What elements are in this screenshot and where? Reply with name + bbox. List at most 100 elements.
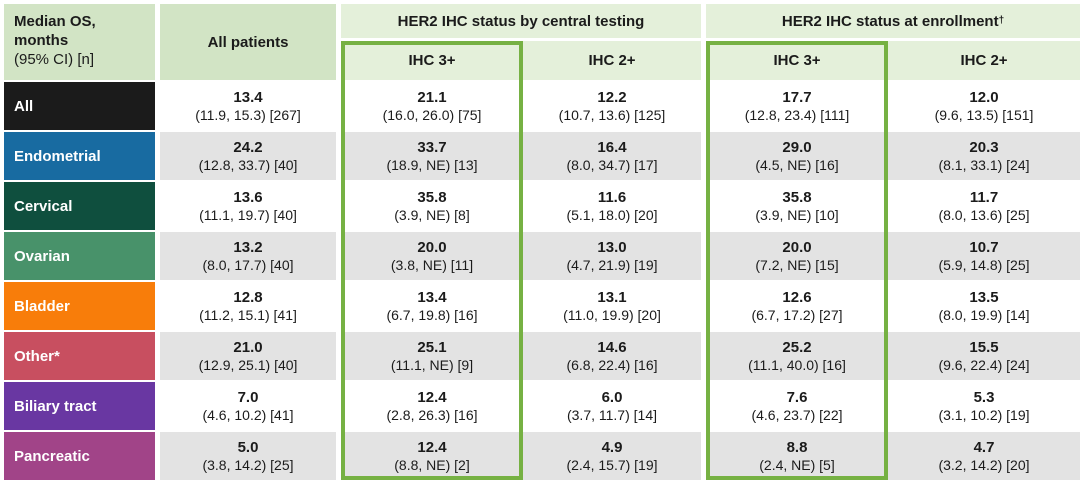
os-cell-enrollment-ihc3: 8.8 (2.4, NE) [5] [706, 432, 888, 480]
ci-n-value: (3.1, 10.2) [19] [938, 406, 1030, 423]
os-cell-central-ihc3: 20.0 (3.8, NE) [11] [341, 232, 523, 280]
median-value: 35.8 [782, 188, 812, 206]
ci-n-value: (12.8, 33.7) [40] [198, 156, 298, 173]
ci-n-value: (6.7, 17.2) [27] [751, 306, 843, 323]
ci-n-value: (8.1, 33.1) [24] [938, 156, 1030, 173]
row-label-text: Ovarian [14, 247, 70, 265]
ci-n-value: (9.6, 13.5) [151] [934, 106, 1034, 123]
median-value: 25.1 [417, 338, 447, 356]
column-header-enrollment-ihc3: IHC 3+ [706, 41, 888, 80]
os-cell-enrollment-ihc3: 20.0 (7.2, NE) [15] [706, 232, 888, 280]
os-cell-all-patients: 5.0 (3.8, 14.2) [25] [160, 432, 336, 480]
ci-n-value: (3.7, 11.7) [14] [566, 406, 657, 423]
corner-title-line1: Median OS, [14, 13, 96, 30]
row-label-text: Pancreatic [14, 447, 90, 465]
median-value: 6.0 [601, 388, 623, 406]
median-value: 15.5 [969, 338, 999, 356]
median-value: 12.8 [233, 288, 263, 306]
median-value: 7.0 [237, 388, 259, 406]
ci-n-value: (18.9, NE) [13] [386, 156, 478, 173]
ci-n-value: (4.5, NE) [16] [755, 156, 839, 173]
median-value: 4.7 [973, 438, 995, 456]
row-label-text: Endometrial [14, 147, 101, 165]
os-cell-central-ihc3: 12.4 (8.8, NE) [2] [341, 432, 523, 480]
os-cell-central-ihc2: 12.2 (10.7, 13.6) [125] [523, 82, 701, 130]
central-ihc3-label: IHC 3+ [408, 52, 456, 69]
median-value: 12.6 [782, 288, 812, 306]
group-enrollment-label: HER2 IHC status at enrollment [781, 12, 999, 30]
row-label-text: Biliary tract [14, 397, 97, 415]
row-label: Pancreatic [4, 432, 155, 480]
ci-n-value: (3.2, 14.2) [20] [938, 456, 1030, 473]
column-header-central-ihc2: IHC 2+ [523, 41, 701, 80]
ci-n-value: (11.2, 15.1) [41] [199, 306, 297, 323]
os-cell-all-patients: 13.4 (11.9, 15.3) [267] [160, 82, 336, 130]
os-cell-central-ihc2: 4.9 (2.4, 15.7) [19] [523, 432, 701, 480]
corner-title-line2: months [14, 32, 69, 50]
median-value: 25.2 [782, 338, 812, 356]
ci-n-value: (4.6, 10.2) [41] [202, 406, 294, 423]
corner-title-line3: (95% CI) [n] [14, 51, 95, 69]
row-label: Other* [4, 332, 155, 380]
row-label-text: Cervical [14, 197, 73, 215]
table-row: Endometrial 24.2 (12.8, 33.7) [40] 33.7 … [4, 132, 1080, 180]
os-cell-enrollment-ihc3: 35.8 (3.9, NE) [10] [706, 182, 888, 230]
os-cell-enrollment-ihc2: 20.3 (8.1, 33.1) [24] [888, 132, 1080, 180]
ci-n-value: (9.6, 22.4) [24] [938, 356, 1030, 373]
ci-n-value: (7.2, NE) [15] [755, 256, 839, 273]
os-cell-central-ihc3: 33.7 (18.9, NE) [13] [341, 132, 523, 180]
os-cell-enrollment-ihc2: 15.5 (9.6, 22.4) [24] [888, 332, 1080, 380]
median-value: 7.6 [786, 388, 808, 406]
ci-n-value: (4.6, 23.7) [22] [751, 406, 843, 423]
ci-n-value: (3.8, NE) [11] [390, 256, 474, 273]
ci-n-value: (3.8, 14.2) [25] [202, 456, 294, 473]
median-value: 20.3 [969, 138, 999, 156]
os-cell-central-ihc3: 13.4 (6.7, 19.8) [16] [341, 282, 523, 330]
table-header: Median OS, months (95% CI) [n] All patie… [4, 4, 1080, 80]
median-value: 33.7 [417, 138, 447, 156]
median-value: 5.3 [973, 388, 995, 406]
median-value: 20.0 [782, 238, 812, 256]
subheader-row-central: IHC 3+ IHC 2+ [341, 41, 701, 80]
ci-n-value: (8.0, 13.6) [25] [938, 206, 1030, 223]
os-cell-central-ihc3: 21.1 (16.0, 26.0) [75] [341, 82, 523, 130]
group-central-testing: HER2 IHC status by central testing IHC 3… [341, 4, 701, 80]
median-value: 12.4 [417, 438, 447, 456]
os-cell-central-ihc2: 13.0 (4.7, 21.9) [19] [523, 232, 701, 280]
os-cell-enrollment-ihc2: 11.7 (8.0, 13.6) [25] [888, 182, 1080, 230]
os-cell-enrollment-ihc2: 12.0 (9.6, 13.5) [151] [888, 82, 1080, 130]
os-cell-all-patients: 21.0 (12.9, 25.1) [40] [160, 332, 336, 380]
ci-n-value: (2.4, 15.7) [19] [566, 456, 658, 473]
os-cell-all-patients: 7.0 (4.6, 10.2) [41] [160, 382, 336, 430]
median-value: 14.6 [597, 338, 627, 356]
row-label-text: Other* [14, 347, 60, 365]
os-cell-central-ihc2: 16.4 (8.0, 34.7) [17] [523, 132, 701, 180]
row-label-text: All [14, 97, 34, 115]
ci-n-value: (3.9, NE) [10] [755, 206, 839, 223]
table-row: All 13.4 (11.9, 15.3) [267] 21.1 (16.0, … [4, 82, 1080, 130]
group-enrollment: HER2 IHC status at enrollment † IHC 3+ IH… [706, 4, 1080, 80]
os-cell-enrollment-ihc2: 13.5 (8.0, 19.9) [14] [888, 282, 1080, 330]
column-header-central-ihc3: IHC 3+ [341, 41, 523, 80]
table-row: Bladder 12.8 (11.2, 15.1) [41] 13.4 (6.7… [4, 282, 1080, 330]
ci-n-value: (3.9, NE) [8] [394, 206, 470, 223]
ci-n-value: (10.7, 13.6) [125] [558, 106, 666, 123]
os-cell-enrollment-ihc3: 29.0 (4.5, NE) [16] [706, 132, 888, 180]
group-header-enrollment: HER2 IHC status at enrollment † [706, 4, 1080, 38]
table: Median OS, months (95% CI) [n] All patie… [4, 4, 1080, 482]
median-value: 21.0 [233, 338, 263, 356]
os-cell-all-patients: 12.8 (11.2, 15.1) [41] [160, 282, 336, 330]
ci-n-value: (4.7, 21.9) [19] [566, 256, 658, 273]
os-cell-enrollment-ihc2: 10.7 (5.9, 14.8) [25] [888, 232, 1080, 280]
column-header-all-patients: All patients [160, 4, 336, 80]
median-value: 12.2 [597, 88, 627, 106]
os-cell-enrollment-ihc3: 12.6 (6.7, 17.2) [27] [706, 282, 888, 330]
os-cell-enrollment-ihc2: 4.7 (3.2, 14.2) [20] [888, 432, 1080, 480]
os-cell-central-ihc3: 35.8 (3.9, NE) [8] [341, 182, 523, 230]
os-cell-all-patients: 24.2 (12.8, 33.7) [40] [160, 132, 336, 180]
ci-n-value: (2.4, NE) [5] [759, 456, 835, 473]
table-body: All 13.4 (11.9, 15.3) [267] 21.1 (16.0, … [4, 82, 1080, 480]
central-ihc2-label: IHC 2+ [588, 52, 636, 69]
ci-n-value: (16.0, 26.0) [75] [382, 106, 482, 123]
table-row: Other* 21.0 (12.9, 25.1) [40] 25.1 (11.1… [4, 332, 1080, 380]
